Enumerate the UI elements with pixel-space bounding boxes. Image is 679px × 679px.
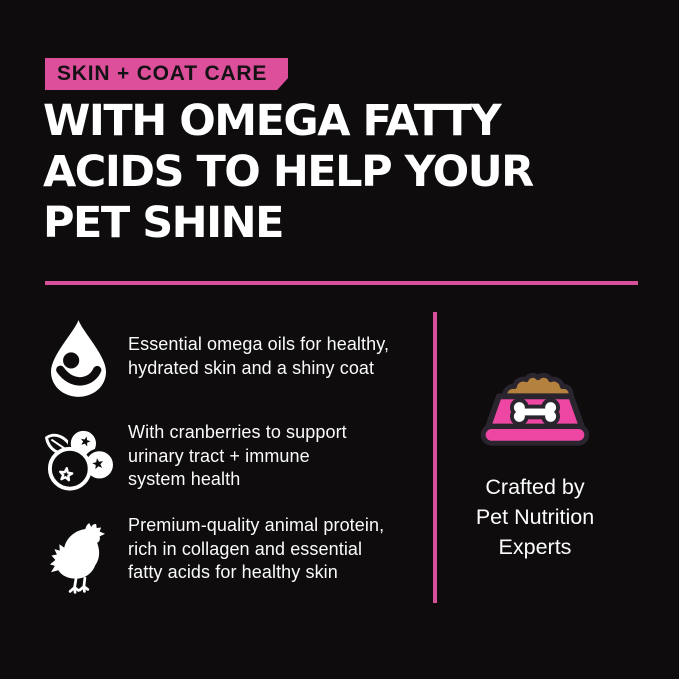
feature-item-cranberries: With cranberries to support urinary trac… [44,420,436,524]
feature-item-omega-oils: Essential omega oils for healthy, hydrat… [44,318,436,422]
caption-line: Pet Nutrition [475,505,595,529]
heading-line: ACIDS TO HELP YOUR [43,147,534,197]
cranberries-icon [43,427,116,498]
pet-food-bowl-icon [476,372,594,456]
feature-text-line: Essential omega oils for healthy, [128,334,390,354]
caption-line: Experts [498,535,572,559]
feature-text: Essential omega oils for healthy, hydrat… [128,333,389,380]
horizontal-divider [45,281,638,285]
crafted-by-panel: Crafted by Pet Nutrition Experts [437,368,633,562]
heading-line: PET SHINE [43,198,285,248]
feature-text-line: fatty acids for healthy skin [128,562,338,582]
feature-text-line: system health [128,469,241,489]
feature-text-line: With cranberries to support [128,422,347,442]
category-badge: SKIN + COAT CARE [45,58,288,90]
feature-text: With cranberries to support urinary trac… [128,421,347,492]
heading-line: WITH OMEGA FATTY [43,96,502,146]
feature-text-line: urinary tract + immune [128,445,310,466]
water-drop-icon [50,319,107,403]
chicken-icon [49,521,106,599]
feature-text-line: rich in collagen and essential [128,538,363,559]
caption-line: Crafted by [485,475,585,499]
crafted-by-caption: Crafted by Pet Nutrition Experts [437,472,633,562]
feature-text-line: Premium-quality animal protein, [128,515,385,535]
feature-text-line: hydrated skin and a shiny coat [128,357,375,378]
feature-text: Premium-quality animal protein, rich in … [128,514,384,585]
feature-item-animal-protein: Premium-quality animal protein, rich in … [44,513,436,617]
page-title: WITH OMEGA FATTY ACIDS TO HELP YOUR PET … [43,96,653,249]
vertical-divider [433,312,437,603]
